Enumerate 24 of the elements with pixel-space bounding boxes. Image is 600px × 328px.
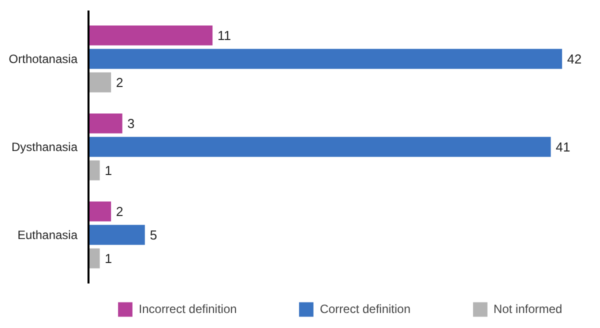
bar: [88, 72, 112, 92]
legend-label: Incorrect definition: [138, 302, 237, 316]
data-label: 11: [218, 28, 232, 43]
data-label: 2: [116, 204, 124, 219]
y-tick-label: Euthanasia: [17, 228, 78, 242]
y-tick-label: Orthotanasia: [8, 52, 78, 66]
data-label: 5: [150, 227, 158, 242]
data-label: 1: [104, 250, 112, 266]
bar: [88, 25, 213, 46]
legend-label: Not informed: [494, 302, 562, 316]
bar: [88, 136, 551, 157]
bar: [88, 48, 562, 69]
data-label: 1: [104, 162, 112, 178]
data-label: 3: [127, 116, 135, 131]
bar: [88, 224, 145, 245]
data-label: 2: [116, 74, 124, 90]
data-label: 41: [556, 139, 570, 154]
y-tick-label: Dysthanasia: [11, 140, 78, 154]
legend-label: Correct definition: [320, 302, 411, 316]
bar: [88, 201, 112, 222]
bar: [88, 248, 100, 268]
data-label: 42: [567, 51, 582, 66]
bar: [88, 160, 100, 180]
bar: [88, 113, 122, 134]
